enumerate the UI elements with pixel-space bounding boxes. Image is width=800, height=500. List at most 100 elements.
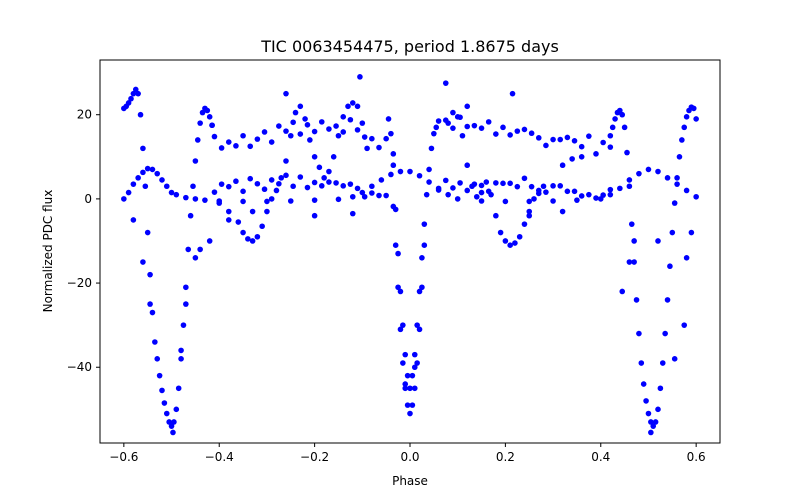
data-point (442, 80, 449, 86)
data-point (500, 124, 506, 131)
data-point (187, 212, 194, 219)
data-point (574, 197, 580, 203)
data-point (469, 183, 475, 190)
data-point (626, 259, 633, 265)
data-point (135, 175, 141, 181)
data-point (543, 142, 549, 149)
data-point (531, 196, 537, 202)
data-point (397, 168, 404, 175)
data-point (349, 210, 356, 217)
data-point (507, 180, 513, 187)
data-point (485, 119, 492, 125)
data-point (419, 284, 425, 291)
data-point (638, 360, 645, 366)
data-point (619, 111, 626, 118)
data-point (142, 183, 149, 190)
data-point (409, 372, 416, 379)
data-point (400, 322, 406, 328)
data-point (621, 124, 628, 131)
data-point (679, 137, 685, 143)
data-point (149, 309, 156, 316)
data-point (125, 189, 132, 196)
data-point (514, 183, 521, 190)
x-tick-label: 0.0 (400, 450, 419, 464)
data-point (636, 170, 642, 177)
data-point (671, 356, 678, 362)
data-point (683, 114, 690, 120)
data-point (354, 103, 361, 110)
data-point (681, 124, 688, 131)
data-point (268, 139, 275, 145)
data-point (261, 129, 268, 135)
data-point (488, 191, 494, 198)
data-point (559, 162, 566, 169)
data-point (183, 284, 189, 291)
data-point (276, 123, 282, 129)
data-point (154, 170, 161, 177)
data-point (369, 190, 375, 196)
data-point (655, 406, 661, 413)
data-point (528, 130, 535, 137)
data-point (607, 132, 614, 139)
data-point (121, 196, 127, 202)
data-point (690, 105, 697, 112)
data-point (478, 198, 485, 204)
data-point (159, 177, 165, 183)
data-point (297, 103, 304, 110)
data-point (225, 139, 232, 145)
data-point (240, 198, 246, 205)
data-point (409, 402, 416, 408)
data-point (633, 297, 640, 303)
data-point (564, 134, 571, 141)
data-point (624, 149, 630, 156)
data-point (297, 131, 304, 137)
data-point (283, 128, 289, 134)
data-point (132, 86, 139, 93)
data-point (304, 122, 311, 128)
data-point (402, 385, 409, 392)
data-point (130, 217, 137, 223)
data-point (404, 372, 411, 379)
data-point (569, 156, 575, 162)
data-point (674, 175, 680, 181)
data-point (516, 233, 523, 240)
data-point (347, 116, 354, 123)
data-point (345, 103, 351, 110)
data-point (233, 178, 239, 185)
data-point (464, 123, 471, 130)
data-point (369, 183, 375, 190)
data-point (245, 236, 251, 242)
data-point (140, 259, 146, 265)
data-point (600, 139, 606, 146)
data-point (586, 133, 592, 139)
data-point (218, 181, 225, 187)
data-point (557, 183, 564, 189)
data-point (550, 183, 556, 189)
data-point (140, 169, 146, 176)
data-point (190, 183, 196, 190)
data-point (225, 217, 232, 223)
data-point (140, 145, 146, 152)
data-point (152, 339, 158, 345)
y-tick-label: 0 (84, 192, 92, 206)
data-point (311, 154, 318, 160)
data-point (628, 221, 635, 227)
data-point (411, 351, 418, 358)
data-point (416, 172, 423, 179)
data-point (426, 166, 432, 173)
data-point (421, 242, 428, 248)
data-point (259, 223, 265, 230)
data-point (206, 238, 213, 244)
data-point (128, 95, 134, 102)
data-point (240, 188, 246, 195)
data-point (416, 326, 423, 333)
data-point (450, 125, 456, 131)
data-point (276, 180, 282, 187)
data-point (154, 356, 161, 362)
data-point (354, 185, 361, 192)
data-point (297, 174, 304, 180)
data-point (311, 128, 318, 135)
data-point (273, 187, 280, 194)
data-point (347, 181, 354, 187)
data-point (571, 138, 578, 144)
